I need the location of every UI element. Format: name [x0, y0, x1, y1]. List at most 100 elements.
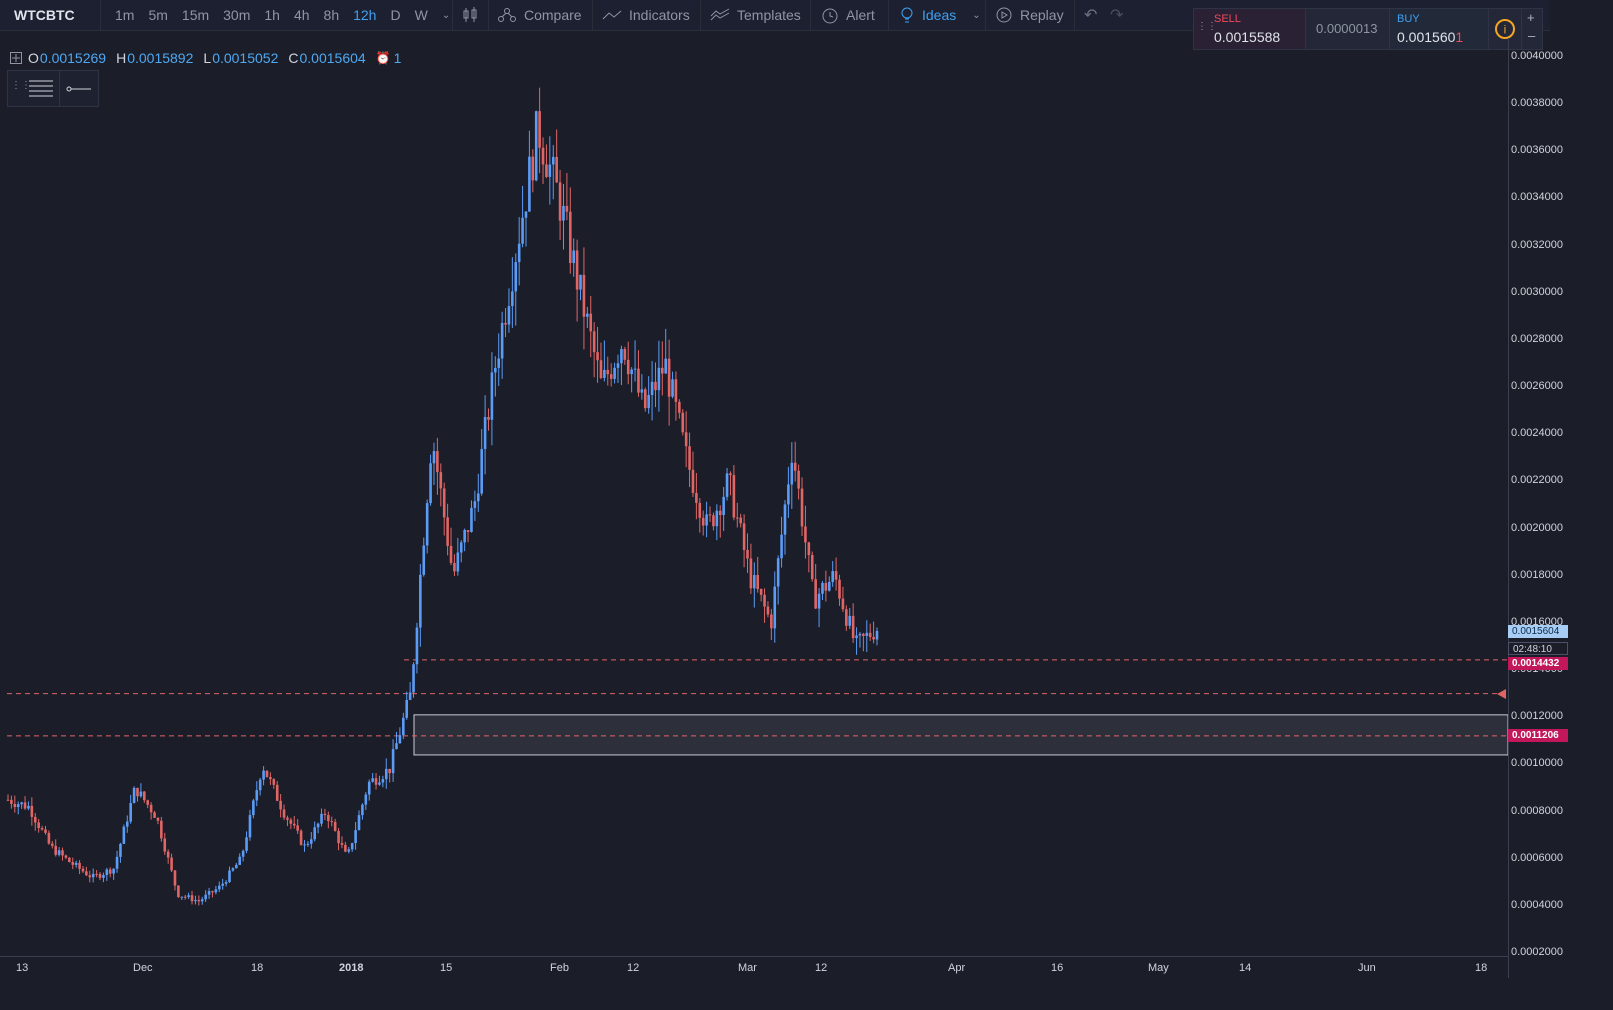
candle-body	[470, 507, 473, 532]
x-tick-label: 18	[1475, 962, 1488, 974]
candle-body	[350, 843, 354, 850]
x-tick-label: Feb	[550, 962, 569, 974]
candle-body	[391, 749, 395, 774]
candle-body	[85, 871, 88, 876]
compare-label: Compare	[524, 7, 582, 23]
templates-button[interactable]: Templates	[710, 0, 801, 30]
candle-body	[207, 891, 211, 895]
candle-body	[44, 829, 47, 833]
price-axis[interactable]	[1508, 38, 1613, 978]
symbol-label[interactable]: WTCBTC	[14, 7, 75, 23]
alarm-clock-icon[interactable]: ⏰	[375, 51, 391, 65]
undo-icon[interactable]: ↶	[1084, 7, 1098, 24]
candle-body	[865, 632, 869, 636]
y-tick-label: 0.0004000	[1511, 898, 1563, 911]
quantity-stepper[interactable]: + –	[1521, 8, 1543, 50]
candle-body	[868, 632, 872, 637]
timeframe-15m[interactable]: 15m	[181, 7, 210, 23]
candle-body	[681, 412, 685, 433]
candle-body	[272, 779, 276, 785]
timeframe-8h[interactable]: 8h	[323, 7, 340, 23]
toolbar-divider	[488, 0, 489, 30]
candle-body	[647, 395, 650, 409]
candle-body	[51, 843, 54, 846]
alert-button[interactable]: Alert	[821, 0, 875, 30]
x-tick-label: May	[1148, 962, 1169, 974]
timeframe-1h[interactable]: 1h	[264, 7, 280, 23]
x-tick-label: 13	[16, 962, 29, 974]
candle-body	[780, 534, 783, 559]
candle-body	[712, 515, 715, 527]
level-price-badge: 0.0011206	[1508, 729, 1568, 742]
candle-body	[579, 274, 582, 290]
replay-button[interactable]: Replay	[995, 0, 1064, 30]
timeframe-D[interactable]: D	[390, 7, 401, 23]
candle-body	[558, 182, 562, 221]
candle-body	[425, 503, 429, 546]
candle-body	[793, 462, 797, 471]
chevron-down-icon[interactable]: ⌄	[441, 9, 451, 21]
x-tick-label: 15	[440, 962, 453, 974]
indicators-button[interactable]: Indicators	[602, 0, 690, 30]
candle-body	[459, 542, 463, 553]
timeframe-W[interactable]: W	[414, 7, 428, 23]
candle-body	[575, 250, 579, 290]
candle-body	[224, 882, 228, 884]
candle-body	[136, 787, 139, 797]
alert-marker-icon[interactable]	[1497, 689, 1507, 699]
candle-body	[146, 800, 150, 805]
info-icon: i	[1495, 19, 1515, 39]
candle-body	[361, 804, 364, 816]
axis-panel-bg	[1550, 0, 1613, 990]
compare-button[interactable]: Compare	[497, 0, 582, 30]
candle-body	[275, 784, 279, 801]
candle-body	[701, 517, 705, 526]
candle-body	[531, 156, 535, 181]
candle-body	[650, 381, 654, 396]
candle-body	[163, 838, 167, 852]
candle-body	[367, 781, 371, 795]
candle-body	[214, 889, 218, 893]
candle-body	[654, 381, 657, 391]
sell-panel[interactable]: ⋮⋮ SELL 0.0015588	[1193, 8, 1306, 50]
candle-body	[6, 799, 10, 801]
timeframe-1m[interactable]: 1m	[115, 7, 135, 23]
candle-body	[507, 306, 511, 325]
buy-panel[interactable]: BUY 0.0015601	[1389, 8, 1489, 50]
chevron-down-icon[interactable]: ⌄	[972, 9, 981, 21]
candle-body	[388, 768, 391, 774]
templates-icon	[710, 8, 730, 21]
candle-body	[568, 211, 572, 264]
timeframe-5m[interactable]: 5m	[148, 7, 168, 23]
candle-body	[258, 779, 262, 791]
line-style-icon[interactable]	[28, 77, 54, 99]
candle-style-button[interactable]	[462, 0, 478, 30]
x-tick-label: Apr	[948, 962, 966, 974]
price-chart[interactable]	[0, 38, 1550, 990]
drag-handle-icon[interactable]: ⋮⋮	[1197, 21, 1217, 32]
candle-body	[54, 845, 58, 855]
plus-icon[interactable]: +	[1527, 10, 1535, 25]
candle-body	[483, 417, 487, 450]
timeframe-12h[interactable]: 12h	[353, 7, 377, 23]
line-width-icon[interactable]	[66, 84, 92, 94]
candle-body	[122, 826, 126, 844]
timeframe-30m[interactable]: 30m	[223, 7, 251, 23]
redo-icon[interactable]: ↷	[1110, 7, 1124, 24]
candle-body	[61, 850, 64, 856]
info-button[interactable]: i	[1488, 8, 1522, 50]
candle-body	[269, 777, 272, 780]
drag-handle-icon[interactable]: ⋮⋮	[11, 80, 31, 91]
timeframe-4h[interactable]: 4h	[293, 7, 310, 23]
minus-icon[interactable]: –	[1528, 28, 1536, 43]
candle-body	[187, 895, 190, 897]
x-tick-label: 16	[1051, 962, 1064, 974]
candle-body	[718, 510, 722, 515]
ideas-button[interactable]: Ideas ⌄	[899, 0, 981, 30]
candle-body	[180, 896, 184, 898]
expand-icon[interactable]	[10, 52, 22, 64]
candle-body	[817, 593, 821, 609]
candle-body	[177, 885, 180, 897]
drawing-toolbar-divider	[59, 71, 60, 106]
candle-body	[623, 349, 627, 360]
